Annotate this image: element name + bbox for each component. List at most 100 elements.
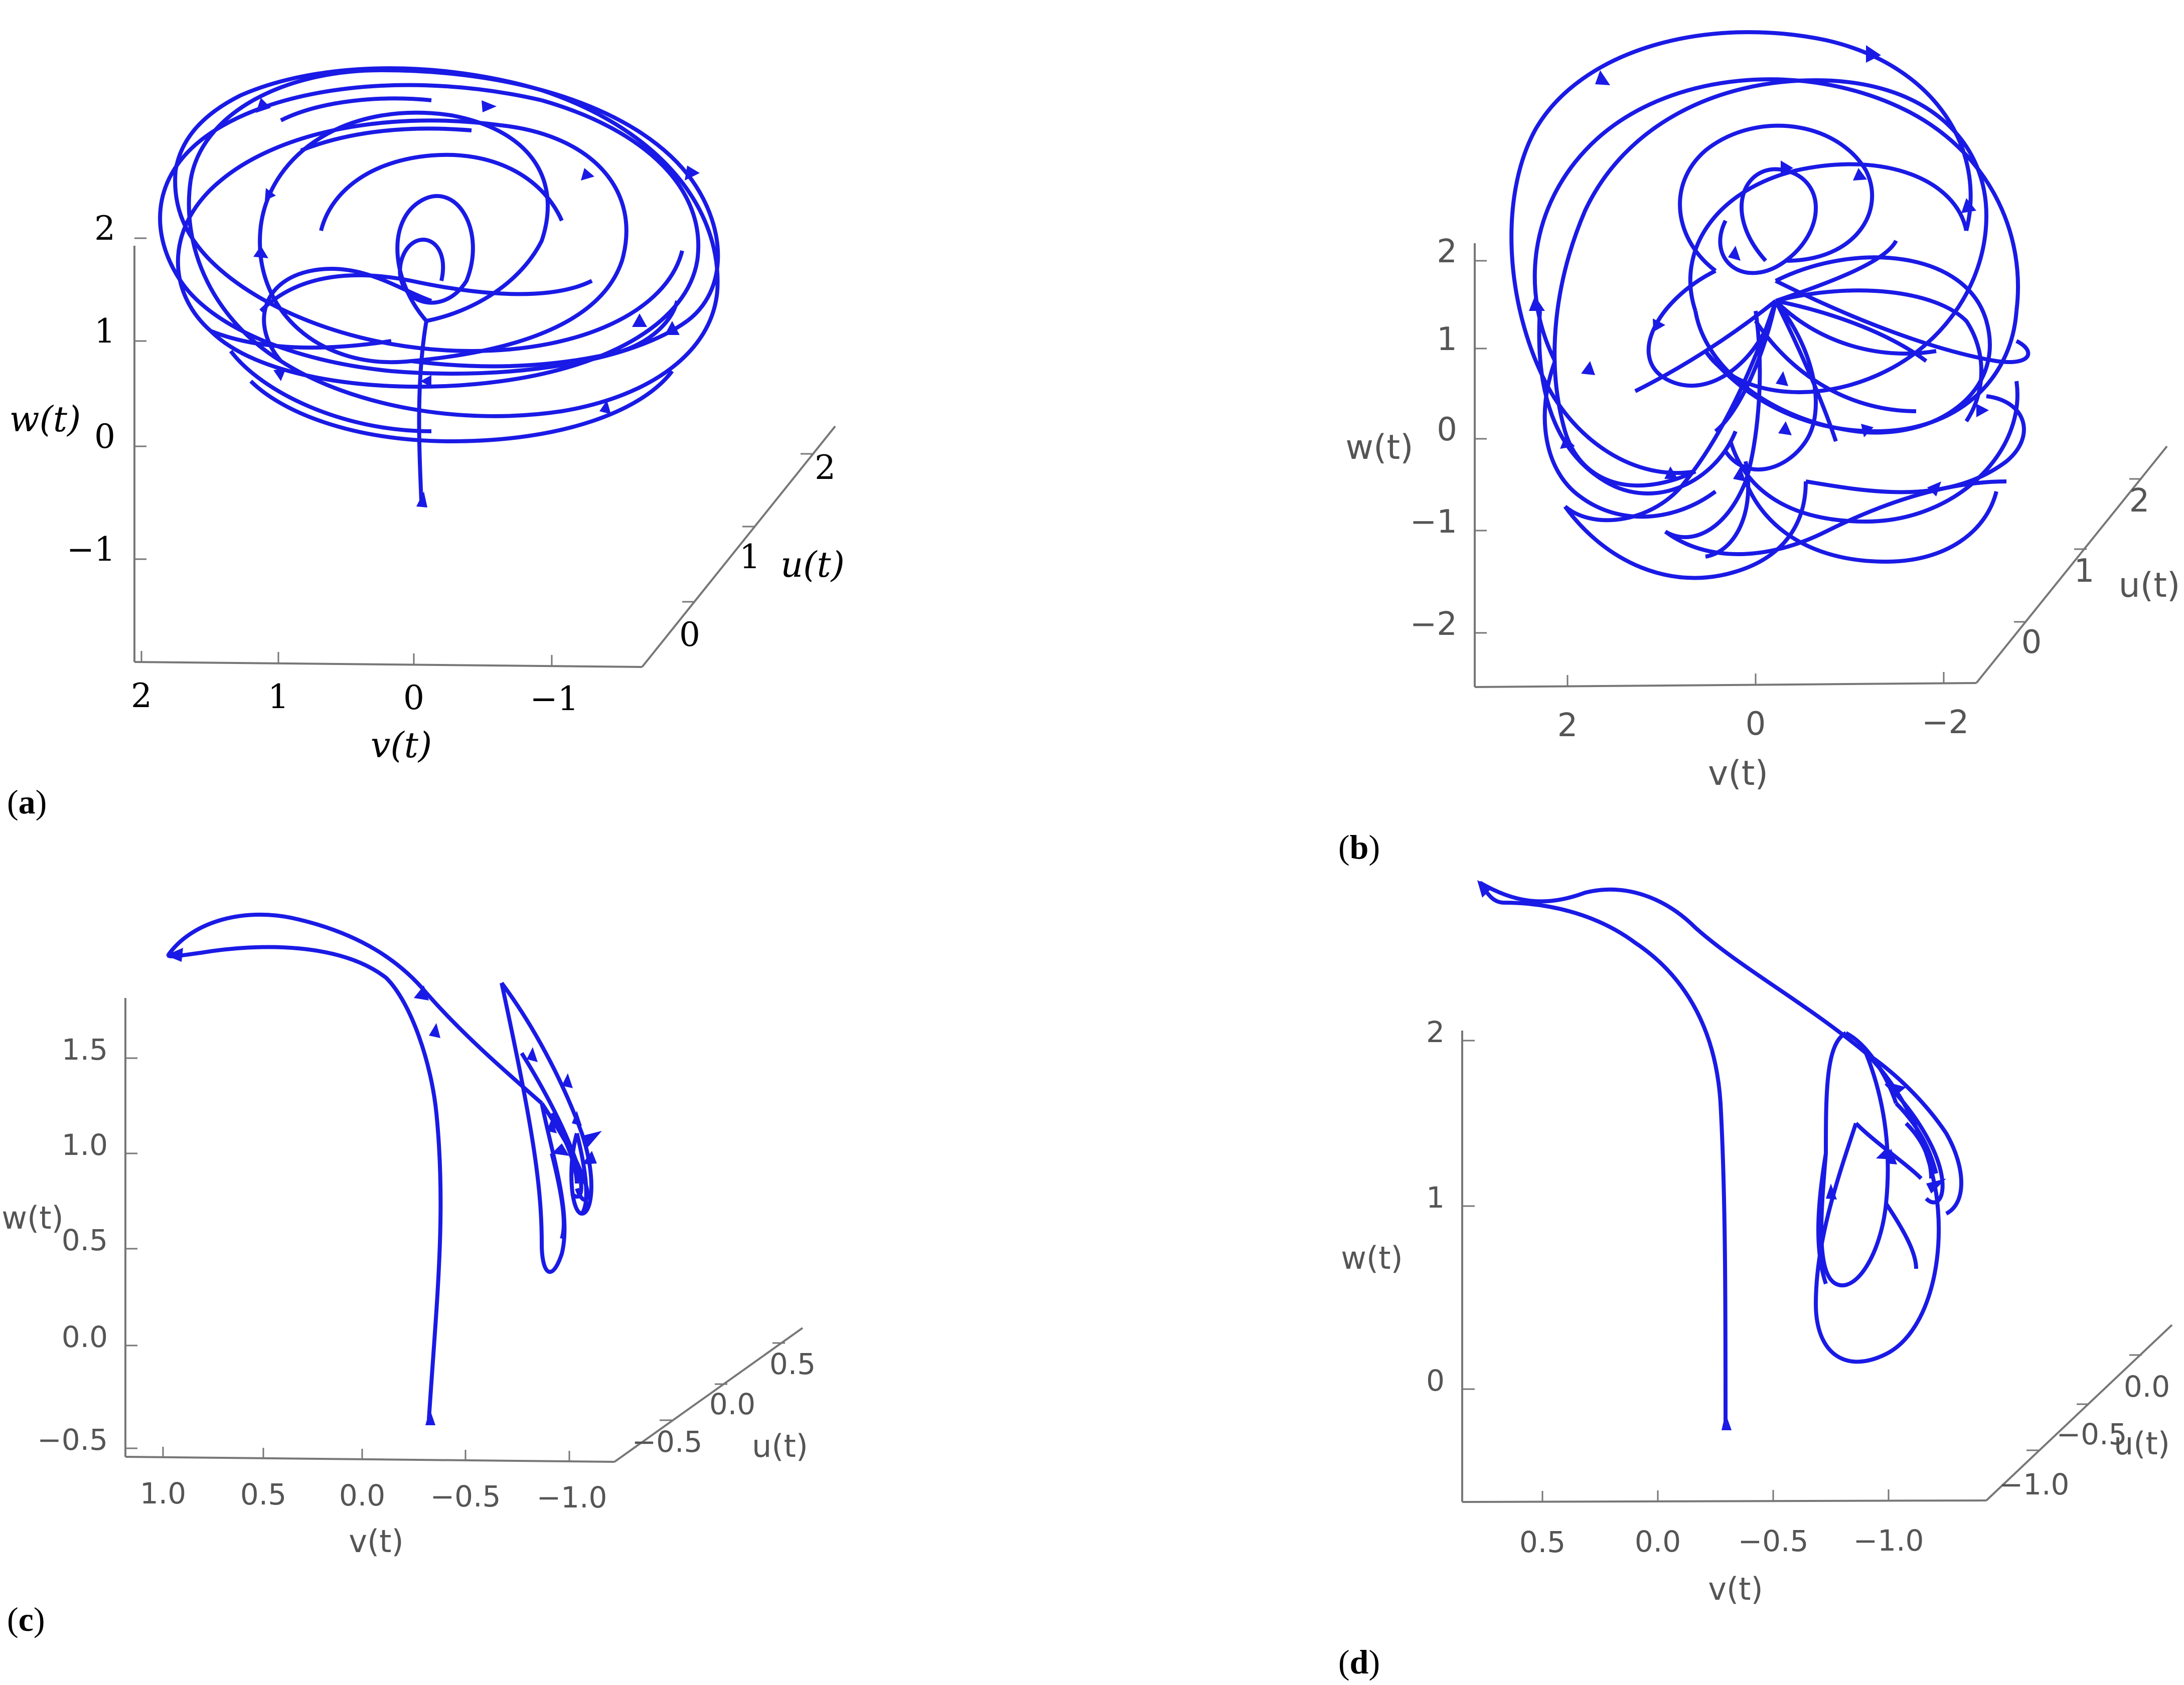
panel-a-arrow bbox=[599, 400, 611, 414]
panel-b-w-tick-label: −2 bbox=[1410, 606, 1457, 643]
panel-a-arrow bbox=[581, 168, 594, 181]
panel-d-v-tick-label: −1.0 bbox=[1853, 1524, 1924, 1558]
panel-b-w-tick-label: 1 bbox=[1437, 321, 1457, 358]
panel-a-arrow bbox=[253, 246, 268, 258]
panel-a-arrow bbox=[482, 100, 497, 112]
panel-label-c: (c) bbox=[7, 1600, 45, 1638]
panel-c-u-tick-label: 0.0 bbox=[709, 1387, 755, 1421]
panel-b-arrow bbox=[1866, 45, 1881, 63]
panel-d-w-tick-label: 1 bbox=[1426, 1181, 1445, 1215]
panel-b-arrow bbox=[1595, 70, 1610, 85]
panel-b-arrow bbox=[1560, 436, 1575, 449]
panel-a-arrow bbox=[632, 313, 647, 327]
panel-b-v-tick-label: 0 bbox=[1746, 706, 1766, 743]
panel-d-w-tick-label: 0 bbox=[1426, 1364, 1445, 1398]
panel-b-box-edges bbox=[1474, 243, 2168, 688]
panel-a-box-edges bbox=[133, 246, 836, 668]
panel-b-w-tick-label: 0 bbox=[1437, 411, 1457, 448]
panel-d-arrow bbox=[1891, 1083, 1906, 1097]
panel-b-arrow bbox=[1781, 160, 1793, 176]
panel-label-b: (b) bbox=[1338, 828, 1380, 866]
panel-a-w-tick-label: 0 bbox=[94, 417, 115, 456]
panel-b-w-axis-title: w(t) bbox=[1345, 428, 1413, 467]
panel-d-v-axis-title: v(t) bbox=[1708, 1571, 1763, 1607]
panel-c-arrow bbox=[425, 1409, 435, 1425]
panel-c-box-edges bbox=[124, 998, 804, 1463]
panel-d-v-tick-label: 0.0 bbox=[1635, 1525, 1681, 1559]
panel-b-arrow bbox=[1728, 246, 1741, 261]
panel-a-u-tick-label: 0 bbox=[679, 615, 700, 654]
panel-b-u-tick-label: 1 bbox=[2074, 553, 2095, 590]
panel-c-tick-marks bbox=[125, 1057, 785, 1462]
panel-b-trajectory bbox=[1509, 30, 2031, 580]
panel-c-v-tick-label: 0.5 bbox=[240, 1477, 286, 1511]
panel-c-v-tick-label: 1.0 bbox=[140, 1476, 186, 1510]
panel-d-trajectory bbox=[1478, 881, 1963, 1425]
panel-a-arrowheads bbox=[253, 98, 700, 508]
panel-b-arrow bbox=[1653, 318, 1665, 332]
panel-a-w-axis-title: w(t) bbox=[10, 399, 81, 440]
panel-a-arrow bbox=[665, 321, 680, 335]
panel-a-arrow bbox=[273, 369, 286, 381]
panel-c-w-tick-label: 1.0 bbox=[62, 1128, 108, 1162]
panel-a-w-tick-label: 2 bbox=[94, 209, 115, 248]
panel-b-arrow bbox=[1861, 424, 1874, 437]
panel-b-arrow bbox=[1529, 296, 1545, 311]
panel-c-w-tick-label: 0.5 bbox=[62, 1223, 108, 1257]
panel-a-arrow bbox=[420, 375, 431, 387]
panel-a-trajectory bbox=[158, 66, 720, 502]
panel-c-w-tick-label: 1.5 bbox=[62, 1033, 108, 1067]
panel-c-arrowheads bbox=[166, 948, 602, 1425]
panel-a-arrow bbox=[685, 165, 700, 181]
panel-c-v-axis-title: v(t) bbox=[349, 1523, 403, 1560]
panel-c-v-tick-label: 0.0 bbox=[339, 1478, 385, 1512]
panel-c-u-tick-label: −0.5 bbox=[632, 1425, 703, 1459]
panel-b-arrow bbox=[1961, 198, 1976, 213]
panel-b-w-tick-label: −1 bbox=[1410, 503, 1457, 541]
panel-c-arrow bbox=[414, 985, 429, 1000]
panel-b-arrow bbox=[1664, 466, 1678, 479]
panel-b-arrowheads bbox=[1529, 45, 1989, 496]
panel-c-v-tick-label: −1.0 bbox=[537, 1480, 607, 1514]
panel-b-arrow bbox=[1927, 481, 1941, 496]
panel-c-arrow bbox=[562, 1073, 573, 1088]
panel-d-box-edges bbox=[1461, 1031, 2173, 1503]
panel-a-w-tick-label: −1 bbox=[67, 530, 115, 569]
panel-d-u-tick-label: 0.0 bbox=[2124, 1370, 2170, 1404]
panel-a-u-tick-label: 2 bbox=[815, 448, 836, 487]
panel-b-tick-marks bbox=[1475, 260, 2142, 686]
panel-b-arrow bbox=[1776, 371, 1788, 386]
panel-a-v-tick-label: 1 bbox=[268, 678, 289, 716]
panel-d-u-tick-label: −1.0 bbox=[1999, 1467, 2070, 1501]
panel-d-u-tick-label: −0.5 bbox=[2057, 1417, 2127, 1451]
panel-b-v-tick-label: 2 bbox=[1557, 707, 1578, 744]
panel-d-u-axis-title: u(t) bbox=[2114, 1425, 2170, 1462]
panel-b-u-axis-title: u(t) bbox=[2119, 566, 2180, 605]
panel-d bbox=[1461, 880, 2173, 1503]
panel-c-trajectory bbox=[166, 912, 593, 1420]
panel-a-u-axis-title: u(t) bbox=[781, 544, 845, 585]
panel-c-arrow bbox=[429, 1023, 440, 1038]
panel-a-v-axis-title: v(t) bbox=[371, 725, 432, 766]
panel-c-arrow bbox=[552, 1143, 569, 1156]
panel-b-w-tick-label: 2 bbox=[1437, 233, 1457, 270]
panel-d-arrowheads bbox=[1477, 880, 1946, 1430]
panel-a-w-tick-label: 1 bbox=[94, 312, 115, 351]
panel-c-u-tick-label: 0.5 bbox=[769, 1347, 816, 1381]
panel-b-arrow bbox=[1778, 421, 1792, 435]
panel-d-w-axis-title: w(t) bbox=[1341, 1240, 1402, 1276]
panel-label-a: (a) bbox=[7, 783, 47, 821]
panel-c-arrow bbox=[166, 948, 183, 962]
panel-b-arrow bbox=[1976, 404, 1989, 417]
panel-d-v-tick-label: 0.5 bbox=[1519, 1525, 1566, 1559]
panel-c bbox=[124, 912, 804, 1463]
panel-c-v-tick-label: −0.5 bbox=[430, 1479, 501, 1513]
panel-c-arrow bbox=[572, 1111, 582, 1126]
panel-b-arrow bbox=[1733, 466, 1746, 481]
panel-b-v-axis-title: v(t) bbox=[1708, 754, 1768, 793]
panel-b-arrow bbox=[1853, 168, 1867, 181]
panel-a-tick-marks bbox=[134, 237, 813, 666]
panel-a-arrow bbox=[416, 491, 427, 508]
